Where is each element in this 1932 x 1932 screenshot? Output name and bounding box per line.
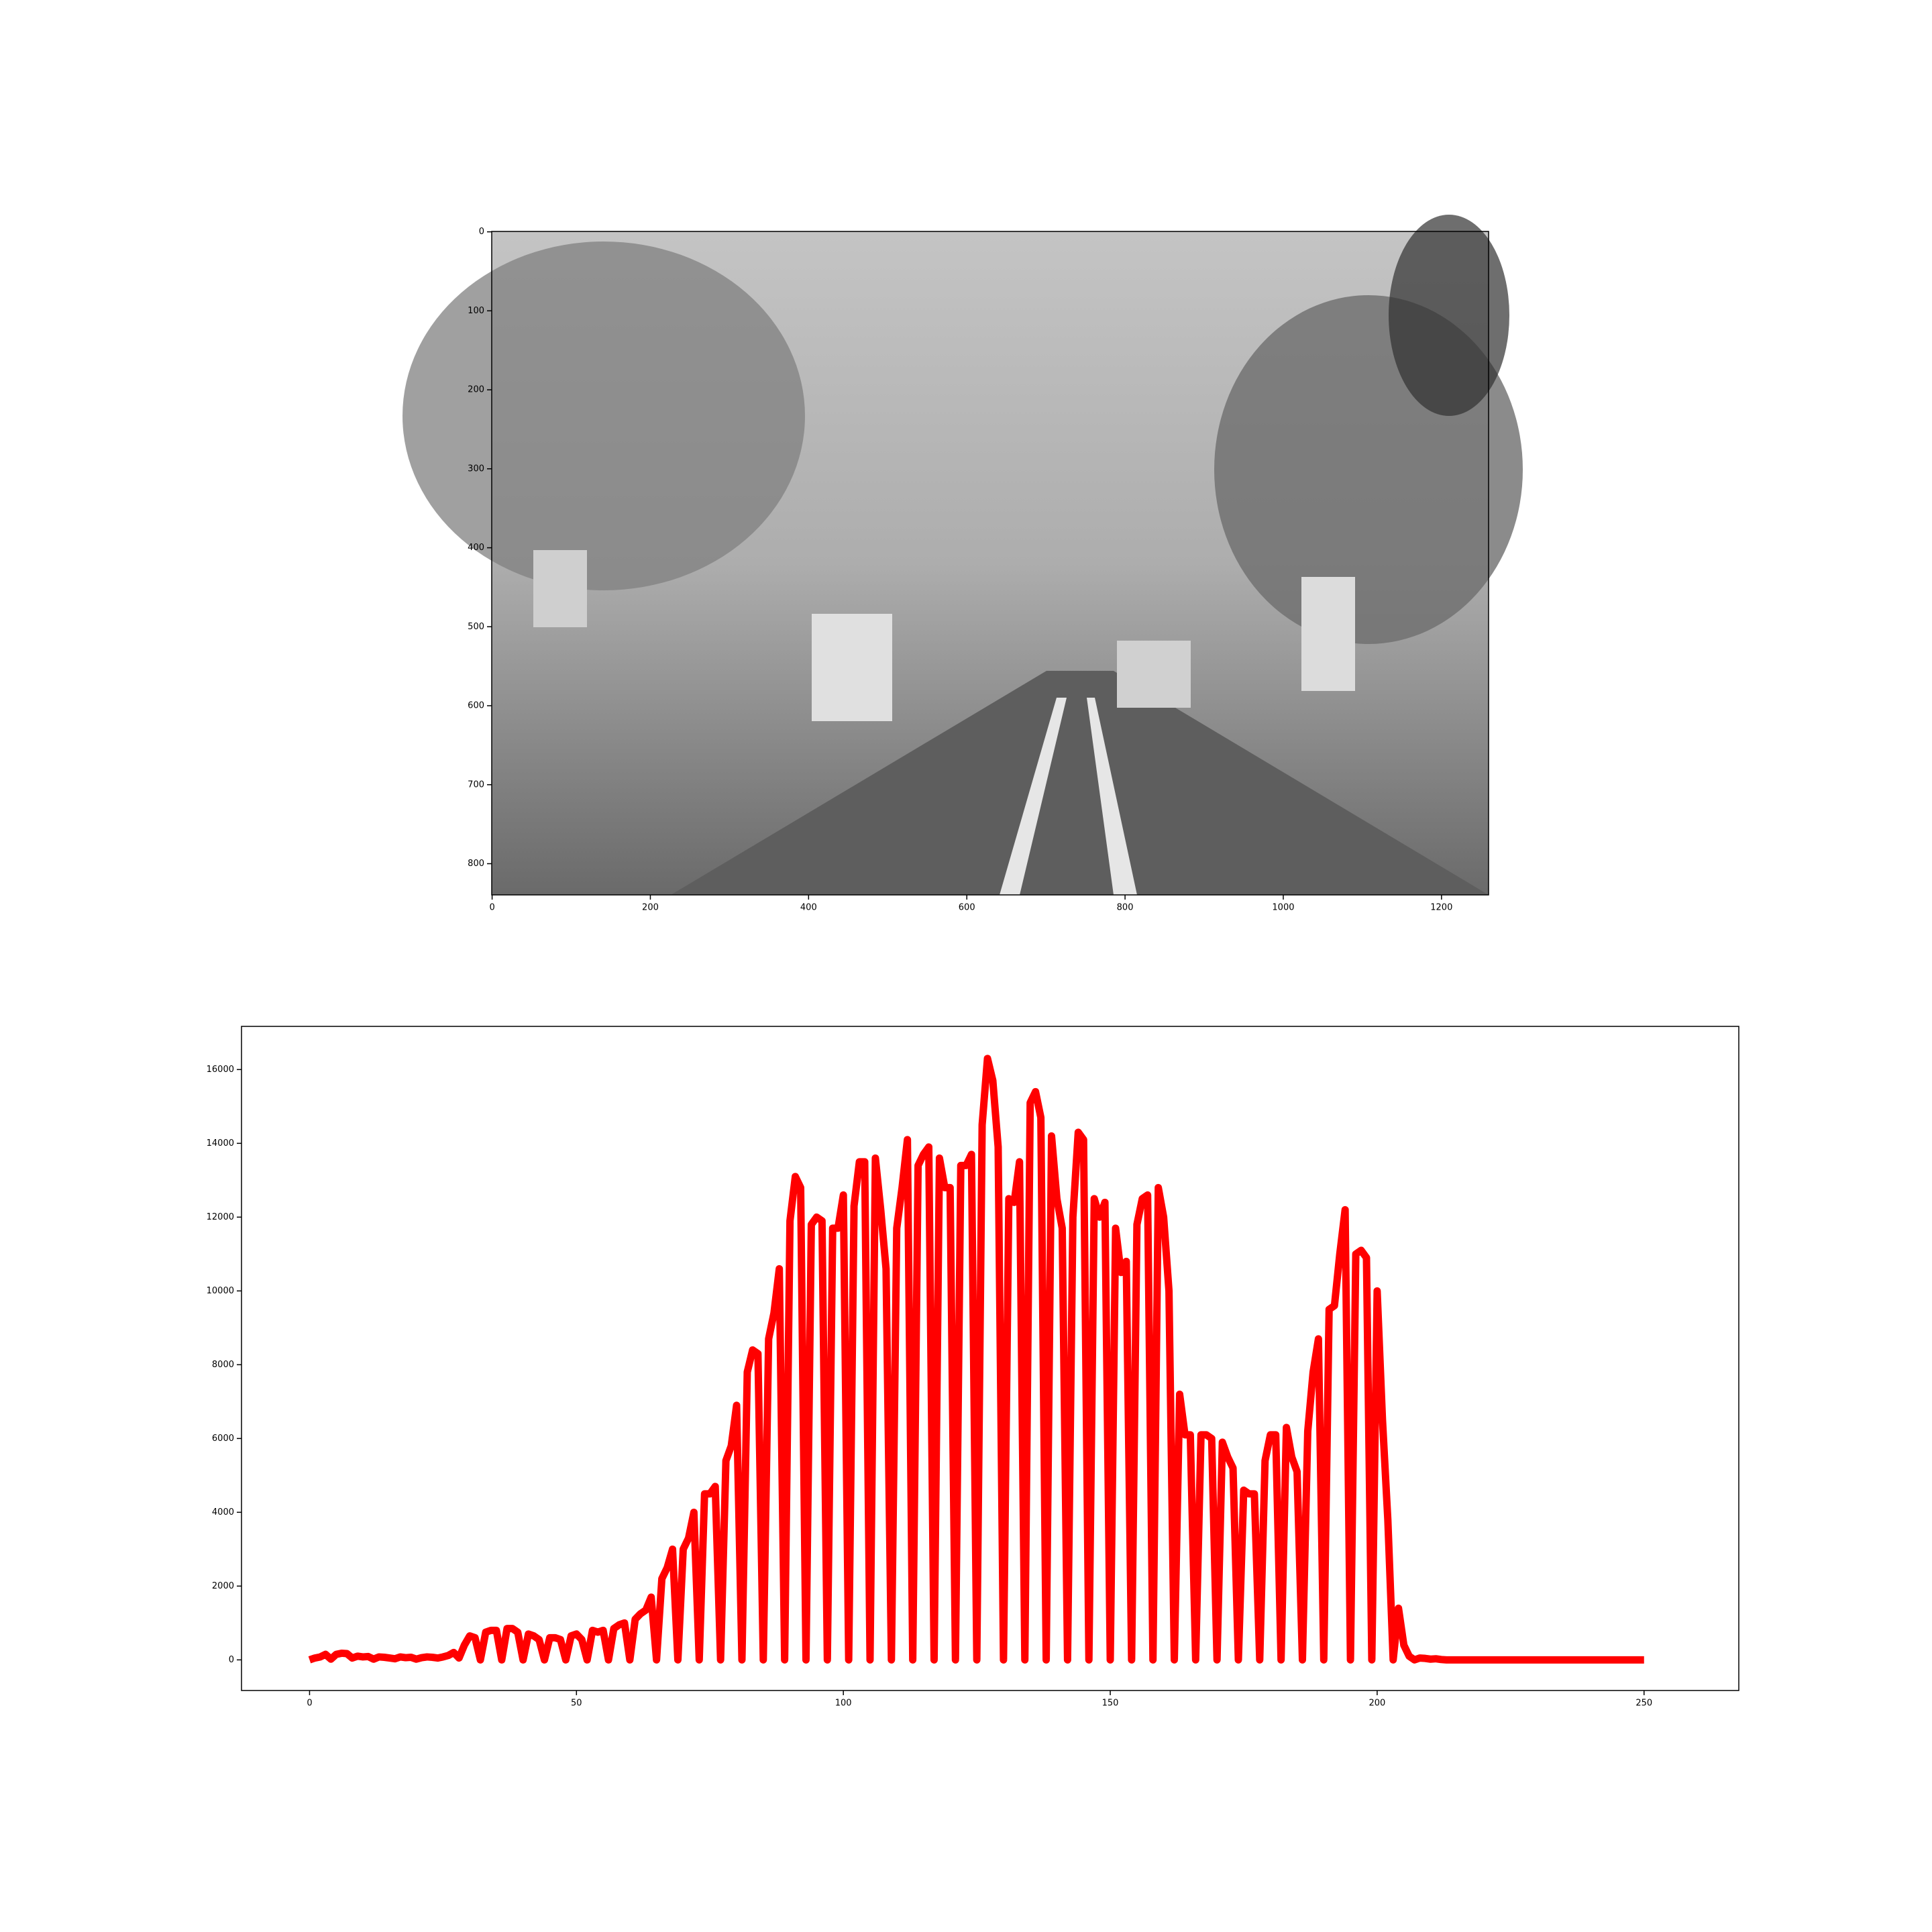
y-tick-label: 800 [468,859,484,869]
x-tick-label: 150 [1102,1699,1119,1709]
x-tick-label: 250 [1635,1699,1652,1709]
x-tick-label: 0 [307,1699,312,1709]
histogram-line [308,1055,1644,1664]
y-tick-label: 12000 [207,1212,234,1222]
y-tick-label: 500 [468,622,484,632]
y-tick-label: 400 [468,543,484,553]
y-tick-label: 2000 [212,1581,234,1591]
y-tick-label: 6000 [212,1434,234,1444]
y-tick-label: 0 [229,1655,234,1665]
y-tick-label: 0 [479,227,484,237]
x-tick-label: 1200 [1430,903,1452,913]
y-tick-label: 300 [468,464,484,474]
y-tick-label: 700 [468,780,484,790]
y-tick-label: 200 [468,385,484,395]
x-tick-label: 1000 [1272,903,1294,913]
x-tick-label: 200 [642,903,659,913]
axes-frame [491,231,1489,896]
photo [402,215,1523,895]
y-tick-label: 4000 [212,1507,234,1517]
x-tick-label: 0 [489,903,494,913]
y-tick-label: 600 [468,701,484,711]
x-tick-label: 600 [959,903,975,913]
y-tick-label: 100 [468,306,484,316]
x-tick-label: 200 [1368,1699,1385,1709]
axes-frame [241,1026,1739,1691]
y-tick-label: 8000 [212,1360,234,1370]
y-tick-label: 16000 [207,1065,234,1075]
x-tick-label: 50 [571,1699,582,1709]
x-tick-label: 400 [800,903,817,913]
x-tick-label: 800 [1117,903,1134,913]
y-tick-label: 10000 [207,1286,234,1296]
x-tick-label: 100 [835,1699,852,1709]
y-tick-label: 14000 [207,1138,234,1148]
